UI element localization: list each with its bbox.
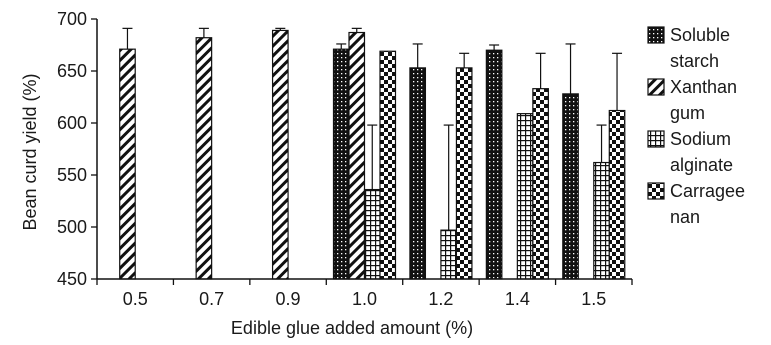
- legend-label: alginate: [670, 155, 733, 175]
- legend-label: Xanthan: [670, 77, 737, 97]
- legend-label: Soluble: [670, 25, 730, 45]
- x-axis-title: Edible glue added amount (%): [231, 318, 473, 338]
- bar-checker-1.5: [608, 109, 626, 280]
- axes: 450 500 550 600 650 700 0.5 0.7 0.9 1.0 1.2 1.4 1.5: [57, 9, 633, 309]
- legend-label: Carragee: [670, 181, 745, 201]
- x-tick-label: 1.0: [352, 289, 377, 309]
- plot-area: [119, 27, 626, 280]
- y-tick-label: 500: [57, 217, 87, 237]
- bar-checker-1.2: [455, 67, 473, 280]
- bar-grid-1.4: [516, 113, 534, 280]
- bar-checker-1.0: [379, 50, 397, 280]
- bar-diagonal-0.9: [271, 29, 289, 280]
- bar-dotted-black-1.4: [485, 49, 503, 280]
- x-tick-label: 0.9: [276, 289, 301, 309]
- legend-swatch-diagonal: [647, 78, 665, 96]
- x-tick-label: 0.5: [123, 289, 148, 309]
- bar-diagonal-0.5: [119, 48, 136, 280]
- bar-grid-1.2: [440, 229, 458, 280]
- x-tick-label: 1.5: [581, 289, 606, 309]
- legend-swatch-dotted-black: [647, 26, 665, 44]
- y-axis-title: Bean curd yield (%): [20, 73, 40, 230]
- x-tick-label: 1.2: [428, 289, 453, 309]
- bar-grid-1.0: [363, 188, 381, 280]
- y-tick-label: 450: [57, 269, 87, 289]
- legend-label: Sodium: [670, 129, 731, 149]
- bar-dotted-black-1.5: [562, 93, 579, 280]
- bar-checker-1.4: [532, 88, 549, 280]
- bar-dotted-black-1.0: [332, 48, 350, 280]
- bar-grid-1.5: [593, 161, 610, 280]
- y-tick-label: 550: [57, 165, 87, 185]
- bar-diagonal-0.7: [195, 37, 213, 280]
- y-tick-label: 600: [57, 113, 87, 133]
- legend-label: gum: [670, 103, 705, 123]
- bar-diagonal-1.0: [348, 31, 366, 280]
- y-tick-label: 650: [57, 61, 87, 81]
- y-tick-label: 700: [57, 9, 87, 29]
- legend: Soluble starch Xanthan gum Sodium alginate Car…: [647, 25, 745, 227]
- legend-swatch-checker: [647, 182, 665, 200]
- bar-dotted-black-1.2: [409, 67, 427, 280]
- legend-label: starch: [670, 51, 719, 71]
- x-tick-label: 0.7: [199, 289, 224, 309]
- x-tick-label: 1.4: [505, 289, 530, 309]
- legend-swatch-grid: [647, 130, 665, 148]
- legend-label: nan: [670, 207, 700, 227]
